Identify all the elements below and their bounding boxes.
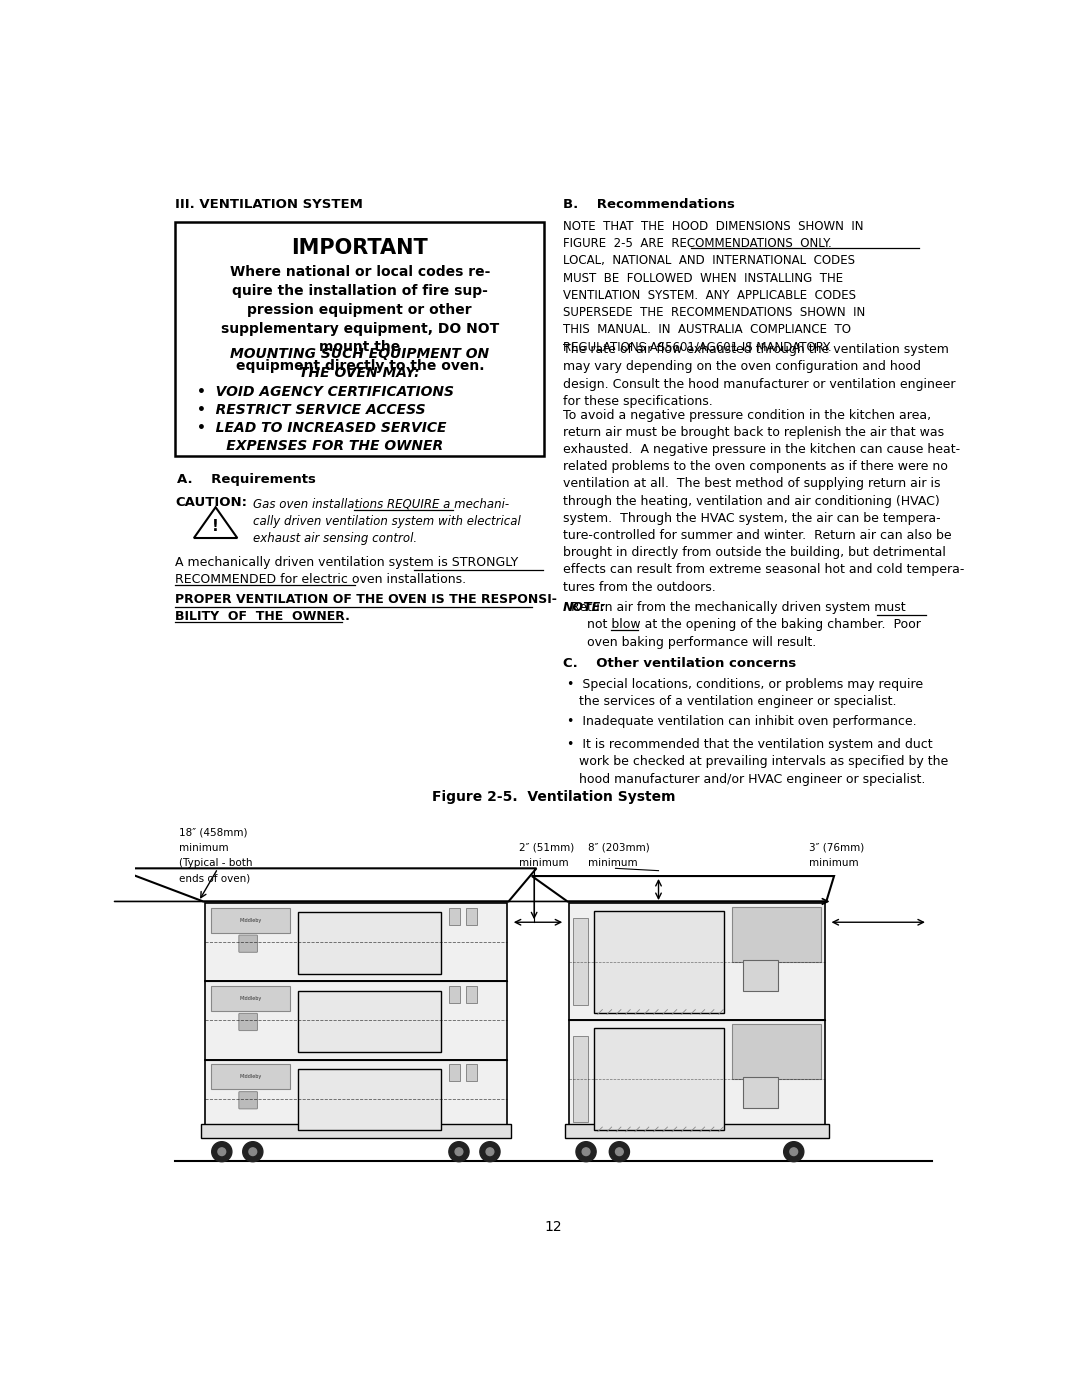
Bar bbox=[743, 1077, 779, 1108]
Text: (Typical - both: (Typical - both bbox=[179, 858, 253, 869]
Text: Return air from the mechanically driven system must
      not blow at the openin: Return air from the mechanically driven … bbox=[563, 601, 920, 648]
FancyBboxPatch shape bbox=[239, 1013, 257, 1031]
Text: III. VENTILATION SYSTEM: III. VENTILATION SYSTEM bbox=[175, 198, 363, 211]
Text: •  It is recommended that the ventilation system and duct
   work be checked at : • It is recommended that the ventilation… bbox=[567, 738, 948, 785]
Bar bbox=[449, 1065, 460, 1081]
Bar bbox=[594, 1028, 724, 1130]
Bar bbox=[205, 1059, 507, 1137]
Text: 12: 12 bbox=[544, 1220, 563, 1234]
Bar bbox=[449, 986, 460, 1003]
Bar bbox=[205, 902, 507, 981]
Text: •  LEAD TO INCREASED SERVICE: • LEAD TO INCREASED SERVICE bbox=[197, 420, 446, 434]
Bar bbox=[594, 911, 724, 1013]
Bar bbox=[211, 986, 291, 1011]
Text: !: ! bbox=[212, 518, 219, 534]
Text: 2″ (51mm): 2″ (51mm) bbox=[518, 842, 573, 854]
Text: ends of oven): ends of oven) bbox=[179, 873, 251, 884]
Text: Middleby: Middleby bbox=[240, 1074, 261, 1080]
Circle shape bbox=[449, 1141, 469, 1162]
Text: B.    Recommendations: B. Recommendations bbox=[563, 198, 734, 211]
Text: NOTE:: NOTE: bbox=[563, 601, 606, 615]
Circle shape bbox=[576, 1141, 596, 1162]
Text: EXPENSES FOR THE OWNER: EXPENSES FOR THE OWNER bbox=[197, 439, 443, 453]
Text: minimum: minimum bbox=[518, 858, 568, 869]
Text: To avoid a negative pressure condition in the kitchen area,
return air must be b: To avoid a negative pressure condition i… bbox=[563, 409, 964, 594]
Bar bbox=[298, 1069, 441, 1130]
Circle shape bbox=[243, 1141, 262, 1162]
Bar bbox=[572, 1035, 589, 1122]
Bar bbox=[201, 1125, 511, 1137]
Text: IMPORTANT: IMPORTANT bbox=[292, 239, 428, 258]
FancyBboxPatch shape bbox=[239, 935, 257, 953]
Bar bbox=[569, 902, 825, 1020]
Circle shape bbox=[248, 1148, 257, 1155]
Bar bbox=[211, 1065, 291, 1090]
Bar bbox=[449, 908, 460, 925]
Text: A mechanically driven ventilation system is STRONGLY
RECOMMENDED for electric ov: A mechanically driven ventilation system… bbox=[175, 556, 518, 587]
Text: 8″ (203mm): 8″ (203mm) bbox=[589, 842, 650, 854]
Text: •  VOID AGENCY CERTIFICATIONS: • VOID AGENCY CERTIFICATIONS bbox=[197, 384, 454, 398]
Bar bbox=[569, 1020, 825, 1137]
Bar bbox=[211, 908, 291, 933]
FancyBboxPatch shape bbox=[239, 1091, 257, 1109]
Polygon shape bbox=[531, 876, 834, 901]
Circle shape bbox=[455, 1148, 463, 1155]
Bar bbox=[298, 912, 441, 974]
Bar bbox=[565, 1125, 828, 1137]
Text: 3″ (76mm): 3″ (76mm) bbox=[809, 842, 864, 854]
Bar bbox=[205, 981, 507, 1059]
Circle shape bbox=[218, 1148, 226, 1155]
Bar bbox=[572, 918, 589, 1004]
Bar bbox=[465, 986, 476, 1003]
Circle shape bbox=[212, 1141, 232, 1162]
Bar bbox=[298, 990, 441, 1052]
Text: NOTE  THAT  THE  HOOD  DIMENSIONS  SHOWN  IN
FIGURE  2-5  ARE  RECOMMENDATIONS  : NOTE THAT THE HOOD DIMENSIONS SHOWN IN F… bbox=[563, 219, 865, 353]
Circle shape bbox=[480, 1141, 500, 1162]
Text: C.    Other ventilation concerns: C. Other ventilation concerns bbox=[563, 657, 796, 669]
Circle shape bbox=[582, 1148, 590, 1155]
Circle shape bbox=[486, 1148, 494, 1155]
Bar bbox=[732, 1024, 821, 1078]
Text: PROPER VENTILATION OF THE OVEN IS THE RESPONSI-
BILITY  OF  THE  OWNER.: PROPER VENTILATION OF THE OVEN IS THE RE… bbox=[175, 594, 557, 623]
Text: minimum: minimum bbox=[179, 842, 229, 854]
Text: Middleby: Middleby bbox=[240, 918, 261, 922]
Circle shape bbox=[609, 1141, 630, 1162]
Text: minimum: minimum bbox=[809, 858, 859, 869]
Text: A.    Requirements: A. Requirements bbox=[177, 474, 315, 486]
Text: •  Special locations, conditions, or problems may require
   the services of a v: • Special locations, conditions, or prob… bbox=[567, 678, 922, 708]
FancyBboxPatch shape bbox=[175, 222, 544, 457]
Text: MOUNTING SUCH EQUIPMENT ON
THE OVEN MAY:: MOUNTING SUCH EQUIPMENT ON THE OVEN MAY: bbox=[230, 346, 489, 380]
Bar bbox=[732, 907, 821, 961]
Circle shape bbox=[784, 1141, 804, 1162]
Bar bbox=[743, 960, 779, 990]
Text: Gas oven installations REQUIRE a mechani-
cally driven ventilation system with e: Gas oven installations REQUIRE a mechani… bbox=[253, 497, 521, 545]
Text: •  Inadequate ventilation can inhibit oven performance.: • Inadequate ventilation can inhibit ove… bbox=[567, 715, 916, 728]
Polygon shape bbox=[116, 869, 537, 901]
Text: 18″ (458mm): 18″ (458mm) bbox=[179, 827, 247, 838]
Bar bbox=[465, 908, 476, 925]
Text: The rate of air flow exhausted through the ventilation system
may vary depending: The rate of air flow exhausted through t… bbox=[563, 344, 956, 408]
Text: Figure 2-5.  Ventilation System: Figure 2-5. Ventilation System bbox=[432, 789, 675, 803]
Circle shape bbox=[789, 1148, 798, 1155]
Text: Where national or local codes re-
quire the installation of fire sup-
pression e: Where national or local codes re- quire … bbox=[220, 264, 499, 373]
Polygon shape bbox=[194, 507, 238, 538]
Text: minimum: minimum bbox=[589, 858, 638, 869]
Bar bbox=[465, 1065, 476, 1081]
Text: Middleby: Middleby bbox=[240, 996, 261, 1002]
Text: CAUTION:: CAUTION: bbox=[175, 496, 247, 510]
Text: •  RESTRICT SERVICE ACCESS: • RESTRICT SERVICE ACCESS bbox=[197, 402, 426, 416]
Circle shape bbox=[616, 1148, 623, 1155]
